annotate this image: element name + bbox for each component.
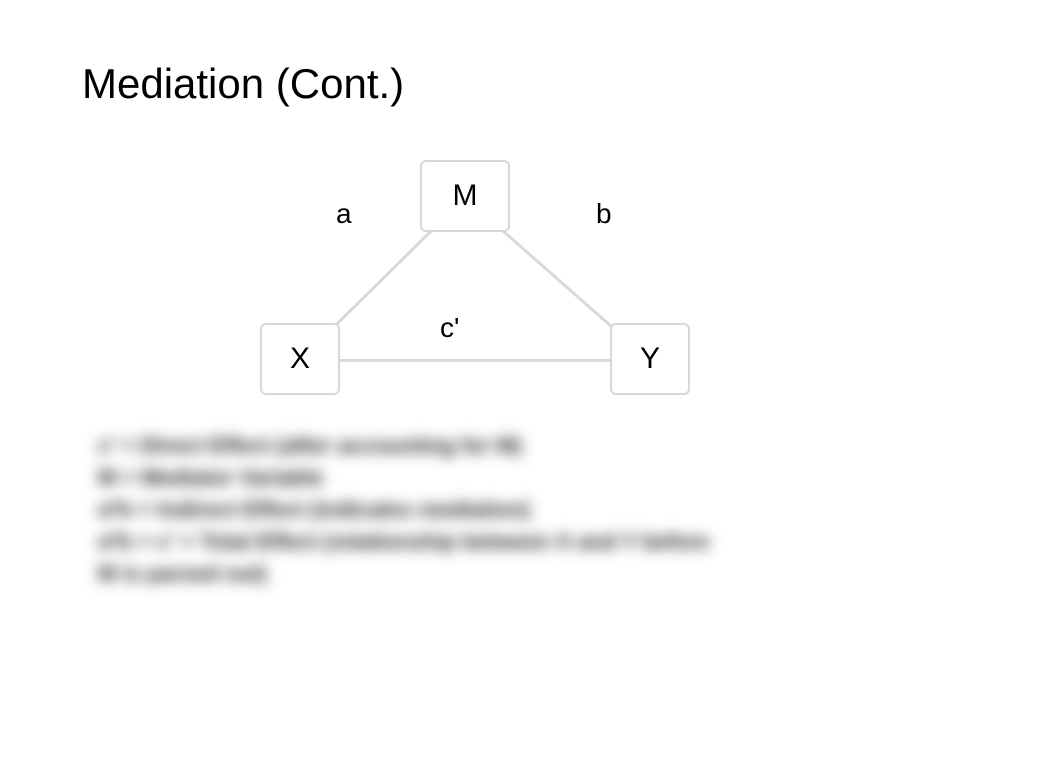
mediation-diagram: M X Y a b c'	[0, 0, 1062, 778]
edge-b-label: b	[596, 198, 612, 230]
edge-a-label: a	[336, 198, 352, 230]
node-y-label: Y	[640, 342, 660, 376]
definition-line: a*b + c' = Total Effect (relationship be…	[98, 526, 778, 558]
node-x: X	[260, 323, 340, 395]
definition-line: c' = Direct Effect (after accounting for…	[98, 430, 778, 462]
slide: Mediation (Cont.) M X Y a b c' c' = Dire…	[0, 0, 1062, 778]
node-m: M	[420, 160, 510, 232]
edge-cprime-line	[300, 359, 650, 362]
definitions-block: c' = Direct Effect (after accounting for…	[98, 430, 778, 589]
definition-line: M = Mediator Variable	[98, 462, 778, 494]
node-x-label: X	[290, 342, 310, 376]
edge-cprime-label: c'	[440, 312, 459, 344]
node-m-label: M	[453, 179, 478, 213]
node-y: Y	[610, 323, 690, 395]
definition-line: a*b = Indirect Effect (indicates mediati…	[98, 494, 778, 526]
definition-line: M is parsed out)	[98, 558, 778, 590]
